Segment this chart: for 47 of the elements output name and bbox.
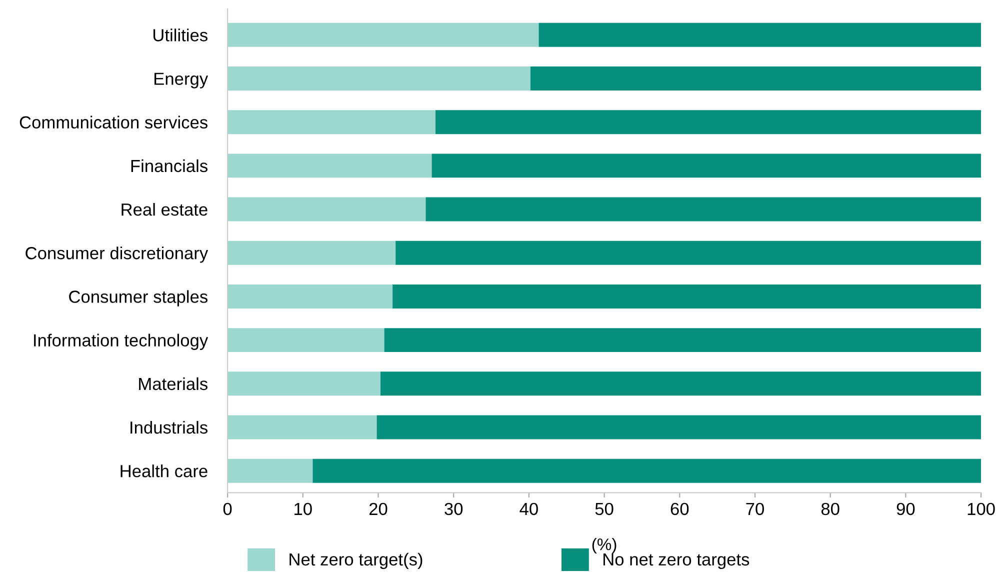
bar [228, 66, 530, 90]
bar [426, 197, 982, 222]
y-tick-label: Utilities [153, 28, 208, 42]
y-tick-label: Real estate [122, 202, 208, 216]
x-tick-label: 80 [821, 502, 840, 516]
x-tick-label: 0 [223, 502, 232, 516]
y-tick-label: Energy [154, 72, 208, 88]
bar [228, 458, 313, 483]
legend-label: Net zero target(s) [290, 552, 422, 570]
y-tick-label: Health care [120, 464, 208, 478]
x-tick-label: 60 [670, 502, 689, 516]
bar [228, 284, 393, 308]
legend-label: No net zero targets [604, 553, 750, 570]
x-tick-label: 70 [746, 502, 764, 516]
x-tick-label: 100 [968, 502, 995, 516]
y-tick-label: Consumer staples [69, 290, 208, 306]
bar [228, 197, 426, 222]
bar [228, 372, 380, 396]
y-tick-label: Consumer discretionary [26, 246, 208, 263]
bar [228, 415, 377, 440]
bar [228, 240, 396, 265]
x-tick-label: 20 [369, 502, 388, 516]
x-tick-label: 30 [444, 502, 463, 516]
x-tick-label: 90 [896, 502, 915, 516]
bar [538, 22, 982, 47]
bar [530, 66, 982, 90]
y-tick-label: Communication services [20, 116, 208, 129]
bar [432, 154, 982, 178]
bar [384, 328, 982, 352]
bar [312, 458, 982, 483]
bar [228, 110, 436, 134]
y-tick-label: Industrials [130, 420, 208, 434]
y-tick-label: Financials [131, 159, 208, 172]
bar [380, 372, 982, 396]
y-tick-label: Information technology [34, 334, 208, 350]
bar [228, 154, 432, 178]
x-tick-label: 10 [294, 502, 312, 516]
x-axis-title: (%) [592, 538, 616, 554]
x-tick-label: 40 [520, 502, 538, 516]
bar [228, 328, 384, 352]
bar [396, 240, 982, 265]
bar [436, 110, 982, 134]
y-tick-label: Materials [139, 377, 208, 390]
bar [392, 284, 982, 308]
x-tick-label: 50 [595, 502, 614, 516]
bar [376, 415, 982, 440]
bar [228, 22, 539, 47]
